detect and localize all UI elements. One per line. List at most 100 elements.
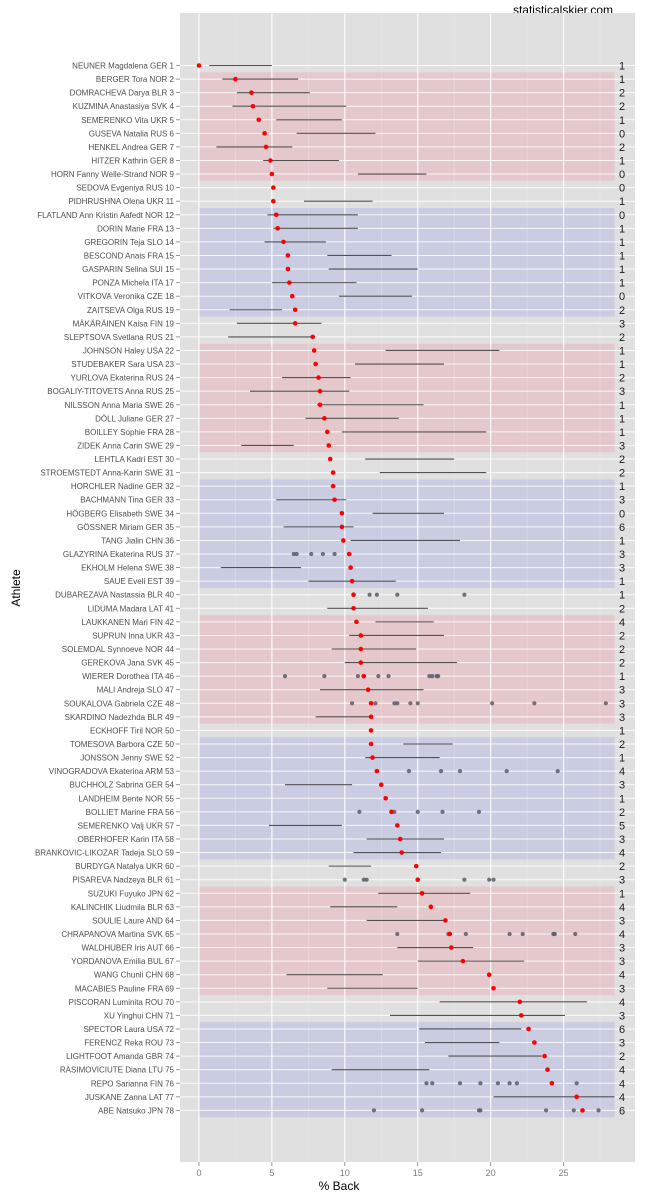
athlete-point	[339, 524, 345, 530]
count-label: 1	[619, 427, 625, 439]
other-race-point	[291, 551, 296, 557]
y-tick-label: GASPARIN Selina SUI 15	[82, 265, 174, 274]
other-race-point	[457, 769, 463, 774]
athlete-point	[275, 226, 281, 231]
x-tick-label: 15	[413, 1168, 423, 1178]
other-race-point	[419, 1108, 425, 1113]
athlete-point	[269, 171, 275, 177]
other-race-point	[332, 551, 337, 557]
band-red	[198, 886, 615, 996]
count-label: 1	[619, 671, 625, 683]
athlete-point	[332, 497, 337, 503]
band-red	[198, 72, 615, 181]
other-race-point	[415, 809, 420, 814]
y-tick-label: BACHMANN Tina GER 33	[80, 496, 174, 505]
y-tick-label: HORN Fanny Welle-Strand NOR 9	[51, 170, 175, 179]
other-race-point	[596, 1108, 601, 1113]
other-race-point	[573, 931, 578, 937]
count-label: 2	[619, 739, 625, 751]
y-tick-label: MALI Andreja SLO 47	[97, 686, 175, 695]
athlete-point	[542, 1053, 547, 1059]
other-race-point	[507, 931, 512, 937]
athlete-point	[313, 361, 318, 367]
count-label: 4	[619, 766, 625, 778]
other-race-point	[430, 674, 435, 679]
y-tick-label: GLAZYRINA Ekaterina RUS 37	[63, 550, 175, 559]
count-label: 1	[619, 74, 625, 86]
other-race-point	[504, 769, 509, 774]
y-tick-label: YURLOVA Ekaterina RUS 24	[71, 374, 175, 383]
other-race-point	[438, 769, 444, 774]
y-tick-label: NEUNER Magdalena GER 1	[72, 62, 174, 71]
count-label: 4	[619, 997, 625, 1009]
x-tick-label: 0	[196, 1168, 201, 1178]
count-label: 2	[619, 305, 625, 317]
count-label: 1	[619, 155, 625, 167]
count-label: 3	[619, 685, 625, 697]
count-label: 2	[619, 373, 625, 385]
count-label: 1	[619, 223, 625, 235]
athlete-point	[311, 348, 317, 353]
count-labels: 1122102100101111102321123111322130613311…	[619, 61, 625, 1118]
other-race-point	[478, 1108, 483, 1113]
athlete-point	[330, 470, 336, 475]
other-race-point	[555, 769, 560, 774]
x-tick-label: 5	[269, 1168, 274, 1178]
athlete-point	[368, 728, 374, 733]
y-tick-label: ECKHOFF Tiril NOR 50	[90, 726, 175, 735]
y-tick-label: STUDEBAKER Sara USA 23	[71, 360, 174, 369]
athlete-point	[292, 321, 298, 326]
y-tick-label: OBERHOFER Karin ITA 58	[78, 835, 175, 844]
athlete-point	[196, 63, 202, 68]
athlete-point	[368, 700, 374, 706]
y-tick-label: ZIDEK Anna Carin SWE 29	[77, 441, 174, 450]
athlete-point	[574, 1094, 579, 1100]
count-label: 0	[619, 508, 625, 520]
y-tick-label: SKARDINO Nadezhda BLR 49	[65, 713, 175, 722]
other-race-point	[406, 769, 412, 774]
athlete-point	[358, 646, 364, 652]
count-label: 0	[619, 128, 625, 140]
marks-layer	[196, 63, 615, 1113]
count-label: 2	[619, 88, 625, 100]
athlete-point	[268, 158, 273, 163]
other-race-point	[427, 674, 432, 679]
y-tick-label: BOILLEY Sophie FRA 28	[85, 428, 175, 437]
count-label: 3	[619, 780, 625, 792]
y-tick-label: GUSEVA Natalia RUS 6	[89, 129, 175, 138]
y-tick-label: DOMRACHEVA Darya BLR 3	[70, 89, 175, 98]
other-race-point	[364, 877, 369, 882]
other-race-point	[463, 931, 468, 937]
athlete-point	[346, 551, 352, 557]
athlete-point	[389, 809, 394, 815]
y-tick-label: BOGALIY-TITOVETS Anna RUS 25	[47, 387, 174, 396]
y-tick-label: DORIN Marie FRA 13	[97, 224, 174, 233]
y-axis-labels: NEUNER Magdalena GER 1 BERGER Tora NOR 2 D…	[35, 62, 180, 1115]
band-blue	[198, 207, 615, 317]
athlete-point	[447, 931, 453, 937]
count-label: 4	[619, 929, 625, 941]
athlete-point	[491, 985, 496, 991]
count-label: 1	[619, 359, 625, 371]
athlete-point	[271, 185, 276, 190]
y-tick-label: ZAITSEVA Olga RUS 19	[87, 306, 175, 315]
y-tick-label: BESCOND Anais FRA 15	[84, 251, 175, 260]
y-tick-label: DÖLL Juliane GER 27	[95, 414, 174, 423]
band-blue	[198, 479, 615, 588]
athlete-point	[526, 1026, 531, 1032]
y-tick-label: LANDHEIM Bente NOR 55	[78, 794, 174, 803]
count-label: 1	[619, 413, 625, 425]
y-tick-label: SLEPTSOVA Svetlana RUS 21	[64, 333, 175, 342]
athlete-point	[316, 375, 321, 380]
y-tick-label: JUSKANE Zanna LAT 77	[85, 1093, 175, 1102]
count-label: 3	[619, 386, 625, 398]
athlete-point	[249, 90, 254, 95]
y-tick-label: KUZMINA Anastasiya SVK 4	[73, 102, 175, 111]
other-race-point	[487, 877, 492, 882]
y-tick-label: LIGHTFOOT Amanda GBR 74	[66, 1052, 174, 1061]
athlete-point	[549, 1080, 555, 1086]
count-label: 3	[619, 983, 625, 995]
other-race-point	[361, 877, 366, 882]
count-label: 4	[619, 1078, 625, 1090]
other-race-point	[395, 592, 400, 597]
